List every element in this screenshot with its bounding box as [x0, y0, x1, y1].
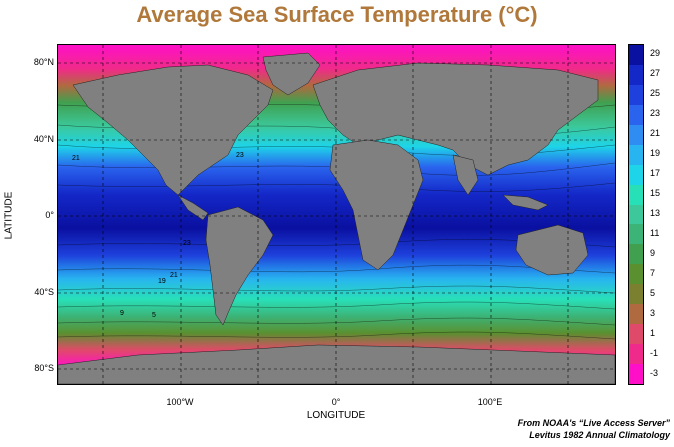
contour-label: 9: [120, 310, 124, 317]
lat-tick-label: 80°S: [34, 363, 54, 373]
color-scale-label: 1: [650, 327, 656, 338]
color-scale-label: 19: [650, 148, 661, 159]
sst-map-svg: 21 23 23 19 21 9 5: [58, 45, 615, 384]
color-scale-swatch: [629, 184, 643, 205]
color-scale-swatch: [629, 264, 643, 285]
color-scale-label: 5: [650, 287, 656, 298]
africa: [329, 139, 424, 271]
lat-tick-label: 40°S: [34, 287, 54, 297]
color-scale-swatch: [629, 164, 643, 185]
color-scale-swatch: [629, 284, 643, 305]
contour-label: 21: [72, 155, 80, 162]
color-scale-swatch: [629, 64, 643, 85]
color-scale-label: 29: [650, 48, 661, 59]
lat-tick-label: 80°N: [33, 57, 54, 67]
color-scale-label: -3: [650, 367, 659, 378]
contour-labels: 21 23 23 19 21 9 5: [72, 152, 244, 319]
color-scale-label: 27: [650, 68, 661, 79]
color-scale-swatch: [629, 204, 643, 225]
x-axis-title: LONGITUDE: [306, 410, 366, 421]
color-scale-swatch: [629, 304, 643, 325]
color-scale-label: 3: [650, 307, 656, 318]
india: [452, 154, 479, 196]
color-scale-swatch: [629, 344, 643, 364]
land-masses: [58, 52, 615, 384]
lon-tick-label: 0°: [331, 397, 341, 407]
lon-tick-label: 100°W: [166, 397, 194, 407]
color-scale-label: 15: [650, 188, 661, 199]
color-scale-swatch: [629, 144, 643, 165]
color-scale-label: 7: [650, 267, 656, 278]
contour-label: 19: [158, 278, 166, 285]
contour-label: 23: [183, 240, 191, 247]
color-scale-label: 23: [650, 108, 661, 119]
australia: [515, 224, 589, 276]
graticule: [58, 45, 615, 384]
color-scale-swatch: [629, 84, 643, 105]
lon-tick-label: 100°E: [477, 397, 503, 407]
color-scale-label: 21: [650, 128, 661, 139]
color-scale-swatch: [629, 124, 643, 145]
map-title: Average Sea Surface Temperature (°C): [136, 2, 538, 27]
color-scale-swatch: [629, 324, 643, 345]
color-scale-swatch: [629, 244, 643, 265]
color-scale-swatch: [629, 224, 643, 245]
color-scale-label: 13: [650, 208, 661, 218]
credit-line-2: Levitus 1982 Annual Climatology: [529, 430, 670, 440]
south-america: [205, 206, 274, 326]
central-america: [177, 194, 209, 221]
lat-tick-label: 0°: [45, 210, 54, 220]
color-scale-bar: [628, 44, 644, 385]
contour-label: 21: [170, 272, 178, 279]
color-scale-label: 17: [650, 168, 661, 179]
y-axis-title: LATITUDE: [3, 191, 15, 240]
contour-label: 23: [236, 152, 244, 159]
color-scale-label: 9: [650, 247, 656, 258]
color-scale-label: 25: [650, 88, 661, 99]
contour-label: 5: [152, 312, 156, 319]
color-scale-swatch: [629, 364, 643, 384]
color-scale-label: -1: [650, 347, 659, 358]
lat-tick-label: 40°N: [33, 134, 54, 144]
north-america: [72, 64, 274, 196]
greenland: [262, 52, 321, 96]
credit-line-1: From NOAA's “Live Access Server”: [517, 418, 670, 428]
color-scale-swatch: [629, 45, 643, 65]
indonesia: [502, 194, 549, 211]
color-scale-swatch: [629, 104, 643, 125]
sst-map: 21 23 23 19 21 9 5: [57, 44, 616, 385]
color-scale-label: 11: [650, 227, 660, 238]
antarctica: [58, 344, 615, 384]
